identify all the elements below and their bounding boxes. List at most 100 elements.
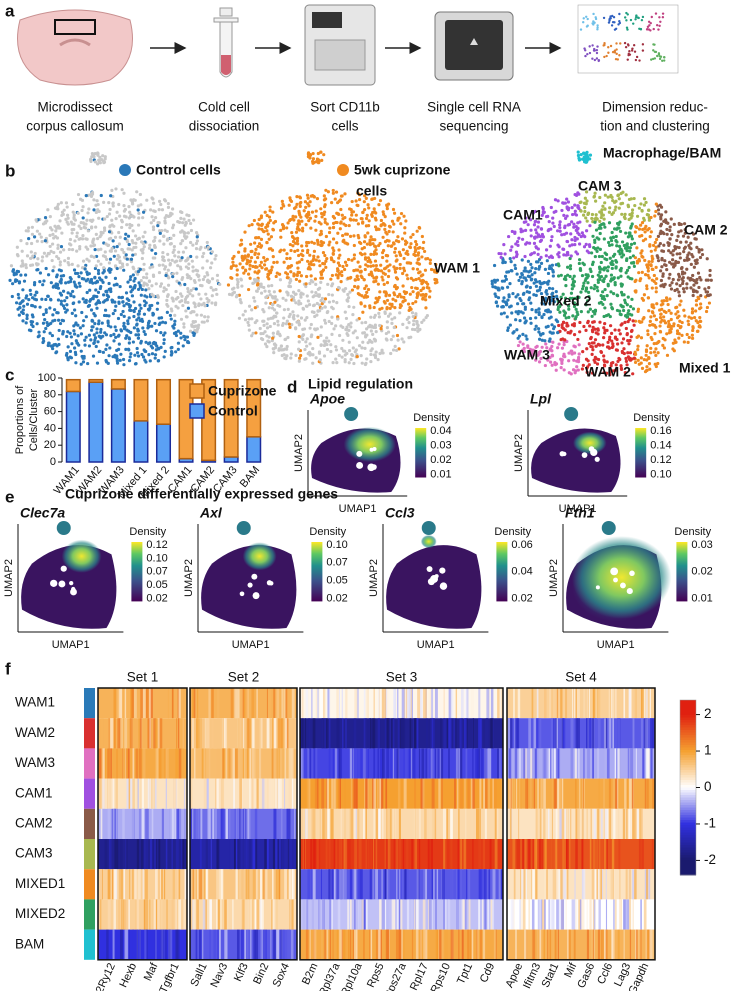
cell-dot — [647, 208, 650, 211]
cell-dot — [107, 362, 110, 365]
cell-dot — [396, 219, 399, 222]
cell-dot — [670, 318, 673, 321]
cell-dot — [351, 288, 354, 291]
cell-dot — [395, 254, 398, 257]
heatmap-texture — [181, 718, 182, 748]
density-hole — [71, 587, 75, 591]
heatmap-texture — [268, 688, 271, 718]
cell-dot — [373, 207, 376, 210]
cell-dot — [687, 320, 690, 323]
cell-dot — [203, 275, 206, 278]
cell-dot — [276, 330, 279, 333]
cell-dot — [324, 340, 327, 343]
cell-dot — [129, 352, 132, 355]
cell-dot — [62, 248, 65, 251]
cell-dot — [360, 321, 363, 324]
cell-dot — [638, 363, 641, 366]
cell-dot — [179, 242, 182, 245]
cell-dot — [108, 230, 111, 233]
cell-dot — [74, 219, 77, 222]
cell-dot — [524, 306, 527, 309]
cell-dot — [128, 316, 131, 319]
cell-dot — [70, 335, 73, 338]
cell-dot — [572, 223, 575, 226]
heatmap-texture — [410, 718, 412, 748]
cell-dot — [599, 232, 602, 235]
cell-dot — [658, 324, 661, 327]
cell-dot — [60, 214, 63, 217]
cell-dot — [79, 198, 82, 201]
cell-dot — [175, 272, 178, 275]
cell-dot — [96, 362, 99, 365]
cell-dot — [304, 340, 307, 343]
cell-dot — [273, 290, 276, 293]
cell-dot — [386, 207, 389, 210]
cell-dot — [290, 352, 293, 355]
cell-dot — [81, 205, 84, 208]
cell-dot — [291, 235, 294, 238]
heatmap-texture — [515, 718, 517, 748]
cell-dot — [305, 304, 308, 307]
cell-dot — [318, 221, 321, 224]
cell-dot — [613, 208, 616, 211]
cell-dot — [516, 272, 519, 275]
cell-dot — [679, 284, 682, 287]
cell-dot — [112, 204, 115, 207]
cell-dot — [393, 293, 396, 296]
cell-dot — [297, 271, 300, 274]
cell-dot — [651, 311, 654, 314]
cell-dot — [176, 296, 179, 299]
cell-dot — [612, 236, 615, 239]
cell-dot — [697, 286, 700, 289]
mini-dot — [629, 53, 631, 55]
cell-dot — [351, 313, 354, 316]
mini-dot — [589, 52, 591, 54]
cell-dot — [15, 301, 18, 304]
cell-dot — [282, 297, 285, 300]
cell-dot — [626, 339, 629, 342]
cell-dot — [363, 347, 366, 350]
cell-dot — [120, 248, 123, 251]
heatmap-texture — [608, 718, 610, 748]
cell-dot — [179, 292, 182, 295]
cell-dot — [420, 274, 423, 277]
cell-dot — [418, 328, 421, 331]
cell-dot — [14, 278, 17, 281]
cell-dot — [262, 256, 265, 259]
cell-dot — [349, 325, 352, 328]
cell-dot — [290, 231, 293, 234]
heatmap-texture — [456, 688, 457, 718]
cell-dot — [534, 316, 537, 319]
cell-dot — [292, 218, 295, 221]
mini-dot — [662, 16, 664, 18]
cell-dot — [573, 280, 576, 283]
heatmap-texture — [393, 718, 395, 748]
cell-dot — [592, 261, 595, 264]
cell-dot — [673, 223, 676, 226]
heatmap-texture — [416, 718, 418, 748]
cell-dot — [91, 319, 94, 322]
cell-dot — [563, 226, 566, 229]
cell-dot — [339, 208, 342, 211]
cell-dot — [135, 323, 138, 326]
cell-dot — [330, 322, 333, 325]
bar — [224, 457, 238, 462]
cell-dot — [338, 334, 341, 337]
cell-dot — [182, 344, 185, 347]
cell-dot — [655, 365, 658, 368]
cell-dot — [253, 219, 256, 222]
heatmap-texture — [285, 718, 287, 748]
cell-dot — [417, 254, 420, 257]
cell-dot — [73, 213, 76, 216]
panel-label: f — [5, 659, 11, 678]
cell-dot — [91, 241, 94, 244]
heatmap-texture — [490, 718, 491, 748]
cell-dot — [326, 348, 329, 351]
cell-dot — [345, 317, 348, 320]
cell-dot — [109, 258, 112, 261]
cell-dot — [274, 220, 277, 223]
cell-dot — [691, 337, 694, 340]
cell-dot — [163, 259, 166, 262]
cell-dot — [121, 188, 124, 191]
cell-dot — [576, 221, 579, 224]
